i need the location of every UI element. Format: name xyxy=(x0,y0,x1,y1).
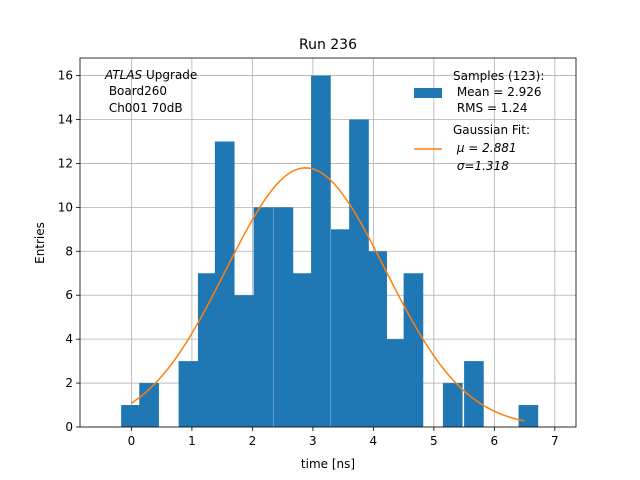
x-tick-label: 2 xyxy=(249,434,257,448)
legend-fit-title: Gaussian Fit: xyxy=(453,123,530,137)
y-tick-label: 6 xyxy=(65,288,73,302)
histogram-bar xyxy=(331,229,351,427)
histogram-bar xyxy=(403,273,424,427)
legend-fit-sigma: σ=1.318 xyxy=(453,159,509,173)
histogram-bar xyxy=(442,383,463,427)
histogram-bar xyxy=(367,251,387,427)
histogram-bar xyxy=(121,405,141,427)
x-tick-label: 6 xyxy=(491,434,499,448)
x-tick-label: 4 xyxy=(370,434,378,448)
plot-frame xyxy=(79,57,577,428)
histogram-bar xyxy=(214,141,235,427)
x-axis-ticks: 0 1 2 3 4 5 6 7 xyxy=(128,427,559,448)
y-tick-label: 10 xyxy=(58,200,73,214)
x-tick-label: 0 xyxy=(128,434,136,448)
chart-title: Run 236 xyxy=(299,37,357,53)
histogram-bar xyxy=(253,207,274,427)
histogram-bar xyxy=(311,75,331,428)
atlas-annotation: ATLAS Upgrade Board260 Ch001 70dB xyxy=(104,68,197,115)
y-axis-ticks: 0 2 4 6 8 10 12 14 16 xyxy=(58,69,80,434)
x-tick-label: 7 xyxy=(551,434,559,448)
histogram-bar xyxy=(385,339,406,427)
y-tick-label: 16 xyxy=(58,69,73,83)
histogram-bar xyxy=(464,361,484,427)
y-tick-label: 4 xyxy=(65,332,73,346)
legend-samples-swatch xyxy=(414,88,442,98)
x-tick-label: 1 xyxy=(188,434,196,448)
x-tick-label: 5 xyxy=(430,434,438,448)
histogram-bar xyxy=(178,361,199,427)
annotation-line-3: Ch001 70dB xyxy=(105,101,183,115)
y-axis-label: Entries xyxy=(33,222,47,264)
x-axis-label: time [ns] xyxy=(301,457,355,471)
histogram-bars xyxy=(121,75,539,428)
gaussian-fit-curve xyxy=(130,167,525,422)
legend-samples-rms: RMS = 1.24 xyxy=(453,101,528,115)
legend-samples-mean: Mean = 2.926 xyxy=(453,85,542,99)
legend: Samples (123): Mean = 2.926 RMS = 1.24 G… xyxy=(414,69,544,173)
annotation-line-2: Board260 xyxy=(105,84,167,98)
histogram-bar xyxy=(349,119,369,427)
y-tick-label: 0 xyxy=(65,420,73,434)
histogram-bar xyxy=(518,405,539,427)
y-tick-label: 12 xyxy=(58,156,73,170)
legend-fit-mu: μ = 2.881 xyxy=(453,141,517,155)
y-tick-label: 2 xyxy=(65,376,73,390)
histogram-bar xyxy=(234,295,254,427)
y-tick-label: 14 xyxy=(58,113,73,127)
histogram-bar xyxy=(273,207,294,427)
x-tick-label: 3 xyxy=(309,434,317,448)
histogram-bar xyxy=(291,273,312,427)
histogram-bar xyxy=(197,273,218,427)
y-tick-label: 8 xyxy=(65,244,73,258)
legend-samples-title: Samples (123): xyxy=(453,69,544,83)
annotation-line-1: ATLAS Upgrade xyxy=(104,68,197,82)
